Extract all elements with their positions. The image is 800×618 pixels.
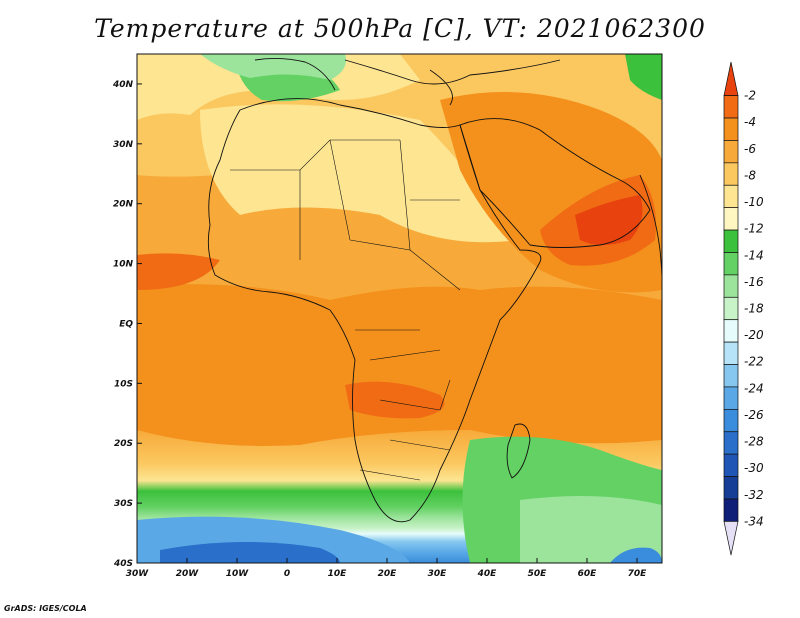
colorbar-swatch (723, 229, 739, 253)
colorbar-swatch (723, 408, 739, 433)
lon-tick-label: 30E (428, 569, 448, 579)
madagascar (506, 423, 531, 479)
field-sahara-pale (200, 104, 520, 243)
lat-tick-label: EQ (119, 319, 133, 329)
colorbar-label: -34 (744, 514, 764, 528)
lat-tick-label: 30N (113, 140, 134, 150)
lat-tick-label: 10N (113, 260, 134, 270)
lon-tick-label: 20W (176, 569, 200, 579)
colorbar-label: -24 (744, 381, 764, 395)
colorbar-label: -30 (744, 461, 764, 475)
colorbar-swatch (723, 296, 739, 321)
inner-borders (230, 139, 461, 481)
field-nw-green (200, 54, 346, 80)
colorbar-swatch (723, 386, 739, 410)
colorbar-bottom-triangle (723, 521, 739, 556)
lat-tick-label: 20S (114, 439, 133, 449)
coastlines (207, 57, 662, 523)
africa-coast (207, 98, 542, 523)
lon-tick-label: 30W (126, 569, 150, 579)
colorbar-label: -2 (744, 89, 756, 103)
field-se-blue-cell (610, 547, 662, 563)
latitude-axis: 40N 30N 20N 10N EQ 10S 20S 30S 40S (112, 80, 142, 569)
colorbar-swatch (723, 476, 739, 500)
colorbar-label: -12 (744, 222, 764, 236)
plot-frame (136, 53, 663, 564)
colorbar-swatch (723, 453, 739, 477)
colorbar-label: -20 (744, 328, 764, 342)
lon-tick-label: 10W (226, 569, 250, 579)
colorbar-swatch (723, 117, 739, 141)
credit-label: GrADS: IGES/COLA (4, 604, 87, 613)
lon-tick-label: 10E (328, 569, 348, 579)
field-southwest-deep (160, 541, 340, 563)
lon-tick-label: 0 (284, 569, 290, 579)
lon-tick-label: 50E (528, 569, 548, 579)
longitude-axis: 30W 20W 10W 0 10E 20E 30E 40E 50E 60E 70E (126, 558, 647, 579)
field-arabia-core (575, 195, 643, 245)
colorbar-swatch (723, 364, 739, 388)
lon-tick-label: 70E (628, 569, 648, 579)
colorbar: -2 -4 -6 -8 -10 -12 -14 -16 -18 -20 -22 -24 -26 -28 -3… (723, 61, 764, 556)
lon-tick-label: 40E (477, 569, 498, 579)
colorbar-swatch (723, 184, 739, 209)
colorbar-label: -16 (744, 275, 764, 289)
colorbar-swatch (723, 319, 739, 343)
colorbar-label: -4 (744, 115, 756, 129)
lat-tick-label: 40S (113, 559, 133, 569)
colorbar-swatch (723, 431, 739, 455)
colorbar-swatch (723, 140, 739, 164)
colorbar-label: -32 (744, 488, 764, 502)
colorbar-label: -6 (744, 142, 756, 156)
field-central-orange (137, 284, 662, 446)
colorbar-swatch (723, 252, 739, 276)
arabia-coast (459, 118, 651, 248)
colorbar-swatch (723, 498, 739, 522)
colorbar-label: -22 (744, 355, 764, 369)
colorbar-label: -8 (744, 168, 756, 182)
temperature-field (137, 54, 662, 563)
field-west-warm (137, 253, 220, 290)
colorbar-label: -14 (744, 248, 764, 262)
page-title: Temperature at 500hPa [C], VT: 202106230… (94, 14, 706, 43)
colorbar-label: -10 (744, 195, 764, 209)
colorbar-swatch (723, 341, 739, 365)
field-ne-green (625, 54, 662, 100)
colorbar-top-triangle (723, 61, 739, 96)
colorbar-label: -28 (744, 435, 764, 449)
field-southeast-pale (520, 496, 662, 563)
colorbar-label: -18 (744, 302, 764, 316)
europe-coast (254, 57, 561, 106)
lat-tick-label: 10S (114, 379, 133, 389)
lat-tick-label: 20N (113, 200, 134, 210)
colorbar-swatch (723, 162, 739, 186)
field-angola-hot (345, 381, 445, 419)
colorbar-label: -26 (744, 408, 764, 422)
colorbar-swatch (723, 95, 739, 119)
lat-tick-label: 30S (114, 499, 133, 509)
colorbar-swatch (723, 274, 739, 298)
lon-tick-label: 60E (578, 569, 598, 579)
colorbar-swatch (723, 207, 739, 231)
lon-tick-label: 20E (378, 569, 398, 579)
lat-tick-label: 40N (112, 80, 134, 90)
